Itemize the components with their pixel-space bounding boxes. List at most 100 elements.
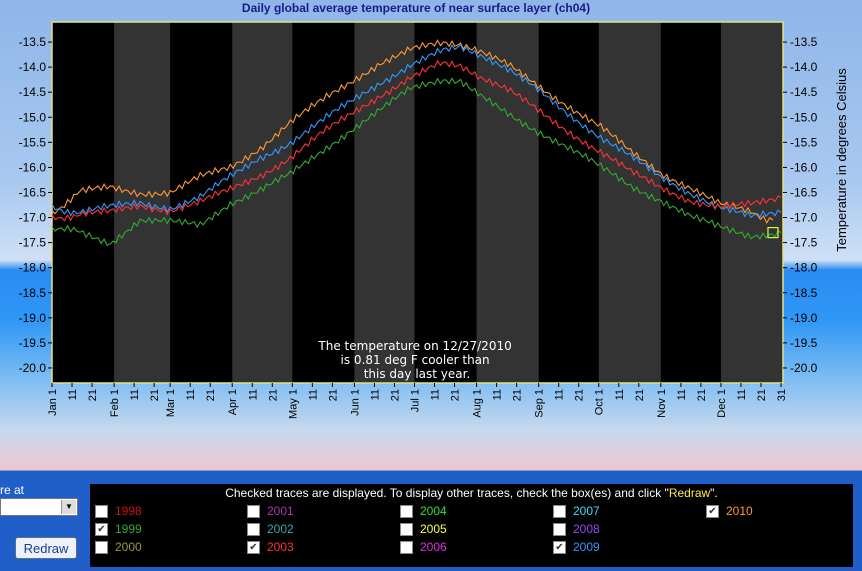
x-tick-label: Feb 1 [109, 389, 121, 417]
trace-label-2006: 2006 [420, 540, 447, 554]
x-tick-label: Aug 1 [472, 389, 484, 418]
month-band [720, 22, 783, 383]
legend-header-highlight: Redraw [668, 486, 711, 500]
trace-label-2005: 2005 [420, 522, 447, 536]
month-band [476, 22, 539, 383]
x-tick-label: 31 [776, 389, 788, 401]
y-tick-label-right: -16.0 [790, 160, 818, 174]
y-axis-label: Temperature in degrees Celsius [834, 68, 849, 252]
y-tick-label-right: -17.5 [790, 236, 818, 250]
y-tick-label-right: -18.5 [790, 286, 818, 300]
x-tick-label: 21 [87, 389, 99, 401]
x-tick-label: 11 [67, 389, 79, 400]
redraw-button[interactable]: Redraw [15, 537, 77, 559]
checkbox-1998[interactable] [95, 505, 108, 518]
y-tick-label-right: -14.0 [790, 60, 818, 74]
x-tick-label: Mar 1 [165, 389, 177, 417]
x-tick-label: 21 [696, 389, 708, 401]
trace-label-1998: 1998 [115, 504, 142, 518]
temperature-annotation: The temperature on 12/27/2010 is 0.81 de… [317, 339, 515, 381]
checkbox-2005[interactable] [400, 523, 413, 536]
trace-label-2002: 2002 [267, 522, 294, 536]
x-tick-label: 21 [512, 389, 524, 401]
month-band [232, 22, 293, 383]
y-tick-label-left: -15.0 [19, 110, 47, 124]
y-tick-label-right: -13.5 [790, 35, 818, 49]
today-marker [767, 226, 779, 239]
checkbox-2008[interactable] [553, 523, 566, 536]
x-tick-label: 21 [149, 389, 161, 401]
x-tick-label: 11 [554, 389, 566, 400]
x-tick-label: 11 [736, 389, 748, 400]
trace-label-2007: 2007 [573, 504, 600, 518]
checkbox-2010[interactable] [706, 505, 719, 518]
y-tick-label-left: -17.0 [19, 211, 47, 225]
x-tick-label: 21 [267, 389, 279, 401]
y-tick-label-right: -20.0 [790, 361, 818, 375]
trace-label-2003: 2003 [267, 540, 294, 554]
x-tick-label: 11 [369, 389, 381, 400]
series-line-2003 [51, 59, 782, 222]
x-tick-label: 11 [614, 389, 626, 400]
trace-legend: Checked traces are displayed. To display… [90, 484, 853, 567]
x-tick-label: 11 [676, 389, 688, 400]
trace-label-2001: 2001 [267, 504, 294, 518]
checkbox-2001[interactable] [247, 505, 260, 518]
y-tick-label-right: -16.5 [790, 185, 818, 199]
legend-header-text: Checked traces are displayed. To display… [225, 486, 669, 500]
y-tick-label-left: -17.5 [19, 236, 47, 250]
y-tick-label-right: -19.5 [790, 336, 818, 350]
y-tick-label-left: -16.0 [19, 160, 47, 174]
checkbox-2004[interactable] [400, 505, 413, 518]
y-tick-label-right: -15.5 [790, 135, 818, 149]
x-tick-label: Dec 1 [716, 389, 728, 418]
trace-label-2010: 2010 [726, 504, 753, 518]
y-tick-label-right: -18.0 [790, 261, 818, 275]
x-tick-label: Jun 1 [349, 389, 361, 416]
y-tick-label-right: -19.0 [790, 311, 818, 325]
y-tick-label-left: -18.0 [19, 261, 47, 275]
trace-label-1999: 1999 [115, 522, 142, 536]
checkbox-2000[interactable] [95, 541, 108, 554]
checkbox-1999[interactable] [95, 523, 108, 536]
checkbox-2002[interactable] [247, 523, 260, 536]
x-tick-label: May 1 [287, 389, 299, 419]
y-tick-label-left: -14.0 [19, 60, 47, 74]
checkbox-2006[interactable] [400, 541, 413, 554]
y-tick-label-right: -17.0 [790, 211, 818, 225]
trace-label-2009: 2009 [573, 540, 600, 554]
y-tick-label-left: -19.0 [19, 311, 47, 325]
x-tick-label: 21 [756, 389, 768, 401]
y-tick-label-right: -14.5 [790, 85, 818, 99]
series-line-2009 [51, 43, 782, 219]
x-tick-label: Sep 1 [534, 389, 546, 418]
date-select[interactable]: ▼ [0, 498, 78, 516]
plot-area [52, 22, 783, 383]
x-tick-label: 21 [389, 389, 401, 401]
checkbox-2003[interactable] [247, 541, 260, 554]
checkbox-2009[interactable] [553, 541, 566, 554]
x-tick-label: Jan 1 [47, 389, 59, 416]
legend-header-end: ". [710, 486, 718, 500]
x-tick-label: 11 [492, 389, 504, 400]
y-tick-label-left: -19.5 [19, 336, 47, 350]
x-tick-label: 11 [129, 389, 141, 400]
x-tick-label: Apr 1 [227, 389, 239, 415]
x-tick-label: 11 [185, 389, 197, 400]
temperature-chart: Daily global average temperature of near… [19, 1, 849, 419]
x-tick-label: Nov 1 [656, 389, 668, 418]
x-tick-label: 11 [430, 389, 442, 400]
y-tick-label-left: -15.5 [19, 135, 47, 149]
annotation-line-1: The temperature on 12/27/2010 [317, 339, 511, 353]
checkbox-2007[interactable] [553, 505, 566, 518]
x-tick-label: Jul 1 [409, 389, 421, 412]
plot-frame [51, 21, 784, 384]
y-tick-label-left: -14.5 [19, 85, 47, 99]
chart-title: Daily global average temperature of near… [242, 1, 590, 15]
chevron-down-icon[interactable]: ▼ [61, 500, 76, 514]
month-band [598, 22, 661, 383]
annotation-line-3: this day last year. [364, 367, 471, 381]
x-tick-label: 21 [634, 389, 646, 401]
legend-header: Checked traces are displayed. To display… [90, 486, 853, 500]
trace-label-2008: 2008 [573, 522, 600, 536]
